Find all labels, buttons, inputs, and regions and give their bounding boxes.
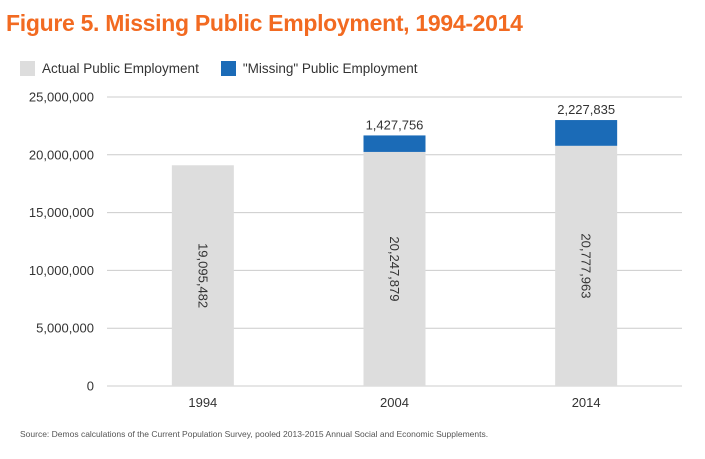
data-label-actual-2014: 20,777,963 [579,233,594,298]
bar-chart: 0 5,000,000 10,000,000 15,000,000 20,000,000… [29,90,682,410]
data-label-missing-2004: 1,427,756 [366,117,424,132]
legend-item-actual: Actual Public Employment [20,60,199,76]
data-label-missing-2014: 2,227,835 [557,102,615,117]
data-label-actual-1994: 19,095,482 [195,243,210,308]
y-tick-label: 5,000,000 [36,321,94,336]
y-tick-label: 15,000,000 [29,205,94,220]
legend-item-missing: "Missing" Public Employment [220,60,418,76]
x-tick-label: 2014 [572,395,601,410]
legend-label-missing: "Missing" Public Employment [242,60,418,76]
source-note: Source: Demos calculations of the Curren… [20,429,489,439]
y-tick-label: 25,000,000 [29,90,94,105]
data-label-actual-2004: 20,247,879 [387,236,402,301]
y-tick-label: 0 [87,379,94,394]
bar-actual-1994 [171,165,234,386]
legend-swatch-missing [220,60,236,76]
y-tick-label: 10,000,000 [29,263,94,278]
x-tick-label: 2004 [380,395,409,410]
bar-missing-2004 [363,135,426,152]
bar-actual-2004 [363,151,426,386]
x-tick-label: 1994 [188,395,217,410]
bar-actual-2014 [555,145,618,386]
legend-swatch-actual [20,60,35,76]
y-tick-label: 20,000,000 [29,147,94,162]
chart-title: Figure 5. Missing Public Employment, 199… [6,10,523,36]
legend-label-actual: Actual Public Employment [42,60,199,76]
bar-missing-2014 [555,120,618,146]
legend: Actual Public Employment "Missing" Publi… [20,60,439,76]
